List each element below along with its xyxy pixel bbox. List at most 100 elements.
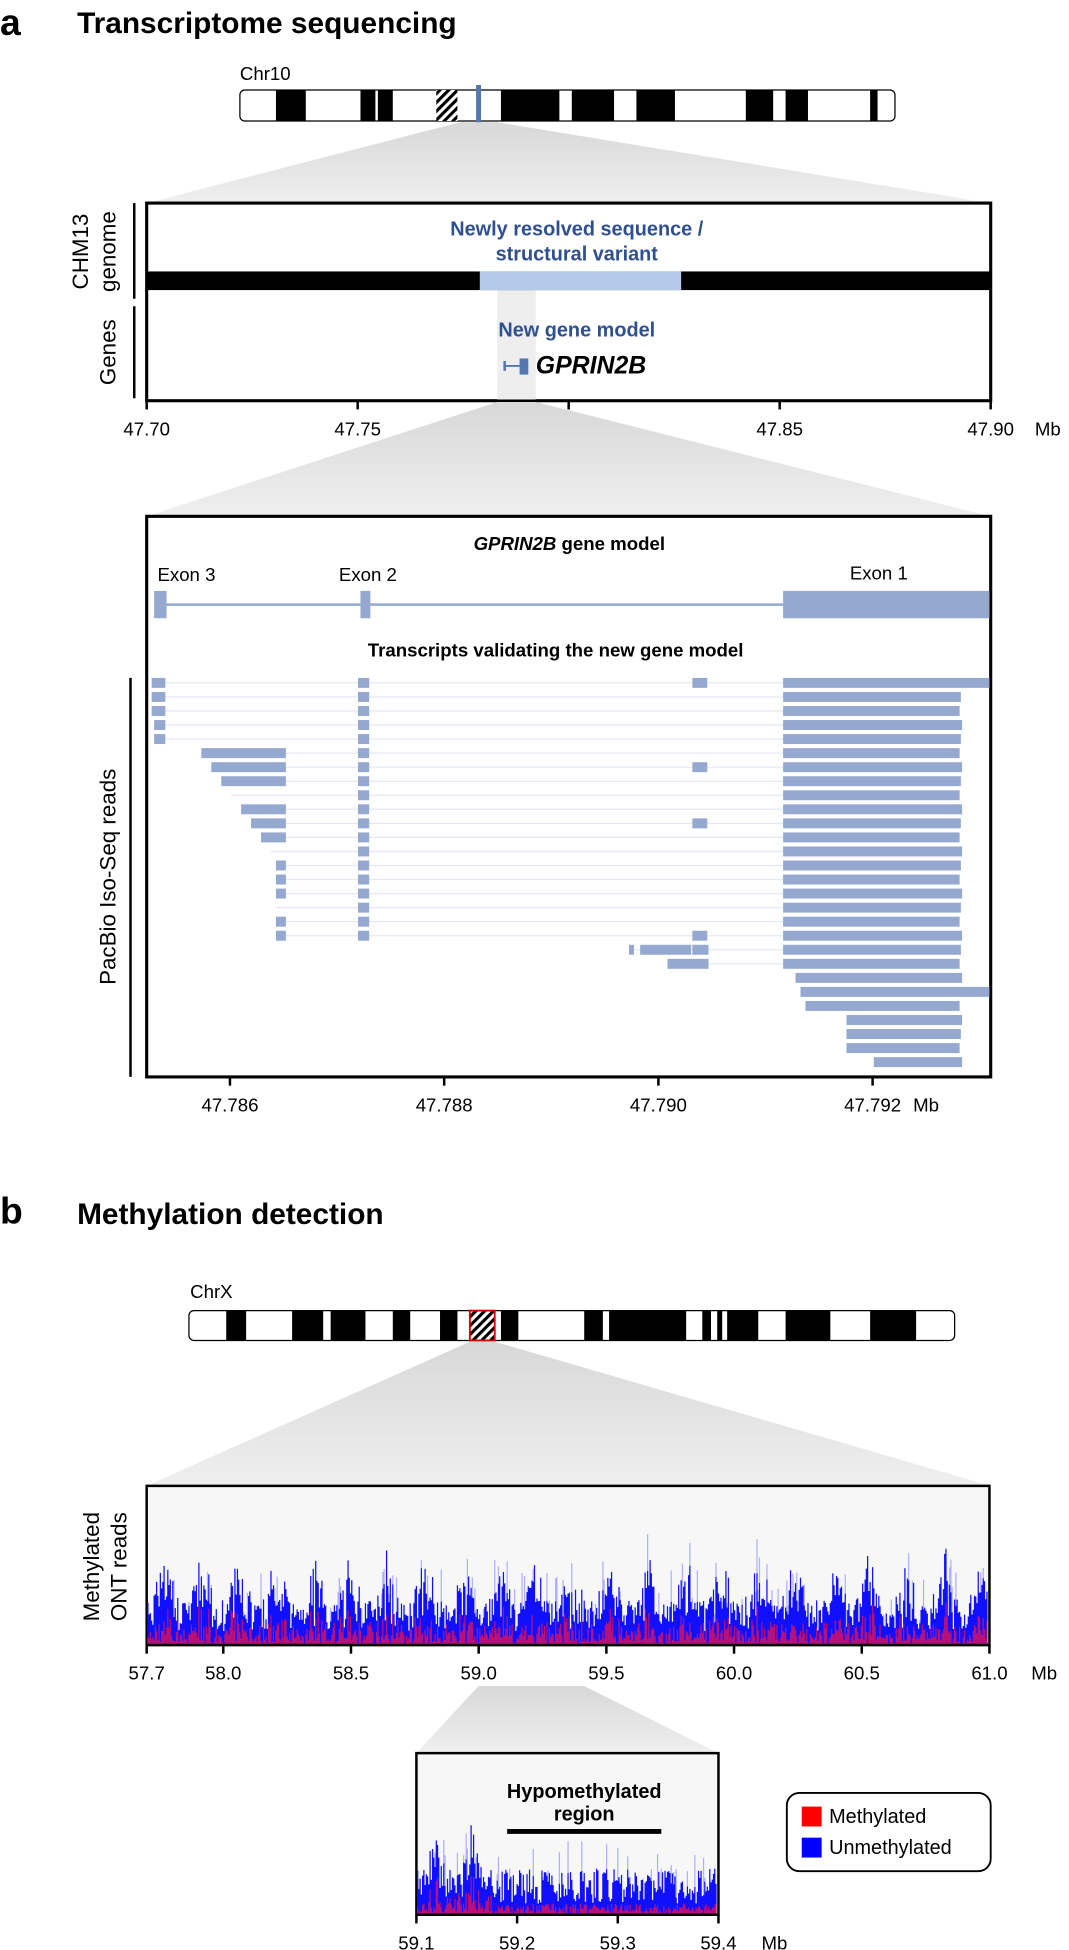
- band: [785, 1310, 831, 1341]
- read-exon: [275, 916, 286, 927]
- tick-label: 59.3: [600, 1932, 636, 1950]
- reads: [151, 677, 990, 1068]
- read-exon: [154, 734, 166, 745]
- chromosome-ideogram: [239, 84, 896, 127]
- axis-unit: Mb: [1035, 418, 1061, 439]
- read-exon: [201, 748, 286, 759]
- read-exon: [357, 888, 370, 899]
- title-text: gene model: [556, 533, 665, 554]
- read-exon: [783, 902, 961, 913]
- hatched-band: [436, 89, 458, 122]
- read-exon: [692, 677, 708, 688]
- read-exon: [628, 944, 634, 955]
- track-label: PacBio Iso-Seq reads: [95, 769, 120, 985]
- read-exon: [783, 860, 961, 871]
- band: [571, 89, 615, 122]
- read-exon: [151, 706, 166, 716]
- axis-unit: Mb: [761, 1932, 787, 1950]
- band: [500, 1310, 519, 1341]
- band: [330, 1310, 366, 1341]
- axis-unit: Mb: [1031, 1663, 1057, 1684]
- read-exon: [692, 818, 708, 829]
- tick-label: 60.0: [716, 1663, 752, 1684]
- read-exon: [261, 832, 286, 843]
- read-exon: [357, 846, 370, 857]
- tick-label: 59.1: [398, 1932, 434, 1950]
- read-exon: [783, 916, 960, 927]
- tick-label: 58.5: [333, 1663, 369, 1684]
- panel-title: Methylation detection: [77, 1198, 384, 1231]
- legend-label: Methylated: [829, 1806, 926, 1828]
- band: [360, 89, 376, 122]
- read-exon: [692, 930, 708, 941]
- axis: 59.1 59.2 59.3 59.4 Mb: [398, 1913, 787, 1950]
- band: [226, 1310, 247, 1341]
- band: [717, 1310, 723, 1341]
- read-exon: [692, 762, 708, 773]
- track-label: ONT reads: [106, 1512, 131, 1621]
- read-exon: [357, 762, 370, 773]
- band: [785, 89, 808, 122]
- gene-model: [154, 590, 990, 619]
- read-exon: [805, 1000, 960, 1011]
- track-label: genome: [95, 211, 120, 292]
- annotation: Hypomethylated: [507, 1781, 662, 1803]
- chromosome-body: [239, 89, 896, 122]
- read-exon: [357, 860, 370, 871]
- chromosome-label: Chr10: [240, 63, 291, 84]
- legend-swatch: [801, 1837, 822, 1858]
- band: [702, 1310, 712, 1341]
- band: [377, 89, 393, 122]
- read-exon: [357, 748, 370, 759]
- unmethylated-signal: [417, 1825, 717, 1914]
- band: [500, 89, 560, 122]
- axis: 57.7 58.0 58.5 59.0 59.5 60.0 60.5 61.0 Mb: [129, 1643, 1057, 1684]
- read-exon: [154, 720, 166, 731]
- read-exon: [357, 804, 370, 815]
- read-exon: [211, 762, 286, 773]
- subtitle: Transcripts validating the new gene mode…: [368, 640, 744, 661]
- band: [292, 1310, 324, 1341]
- tick-label: 57.7: [129, 1663, 165, 1684]
- read-exon: [795, 972, 963, 983]
- legend-box: [785, 1791, 992, 1873]
- legend-swatch: [801, 1806, 822, 1827]
- chromosome-body: [188, 1309, 956, 1342]
- panel-label: a: [0, 1, 21, 43]
- band: [870, 1310, 917, 1341]
- band: [870, 89, 878, 122]
- tick-label: 47.788: [416, 1095, 473, 1116]
- read-exon: [783, 677, 990, 688]
- read-exon: [357, 677, 370, 688]
- read-exon: [357, 832, 370, 843]
- axis: 47.786 47.788 47.790 47.792 Mb: [201, 1075, 939, 1116]
- gene-model-title: GPRIN2B gene model: [474, 533, 665, 554]
- read-exon: [783, 958, 960, 969]
- zoom-wedge: [416, 1686, 719, 1754]
- band: [392, 1310, 411, 1341]
- read-exon: [783, 762, 963, 773]
- methylation-track: [417, 1825, 717, 1914]
- tick-label: 59.2: [499, 1932, 535, 1950]
- read-exon: [783, 944, 961, 955]
- exon-label: Exon 2: [339, 564, 397, 585]
- read-exon: [783, 776, 961, 787]
- unmethylated-signal: [418, 1833, 706, 1898]
- read-exon: [151, 691, 166, 702]
- read-exon: [241, 804, 286, 815]
- read-exon: [275, 930, 286, 941]
- read-exon: [357, 818, 370, 829]
- unmethylated-signal: [173, 1534, 984, 1631]
- tick-label: 47.70: [123, 418, 170, 439]
- new-sequence: [479, 271, 682, 291]
- track-label: Genes: [95, 319, 120, 385]
- axis-unit: Mb: [913, 1095, 939, 1116]
- tick-label: 59.0: [461, 1663, 497, 1684]
- band: [727, 1310, 759, 1341]
- genome-box: [145, 201, 993, 403]
- band: [609, 1310, 687, 1341]
- methylated-signal: [147, 1603, 988, 1644]
- annotation: region: [554, 1804, 615, 1826]
- band: [275, 89, 306, 122]
